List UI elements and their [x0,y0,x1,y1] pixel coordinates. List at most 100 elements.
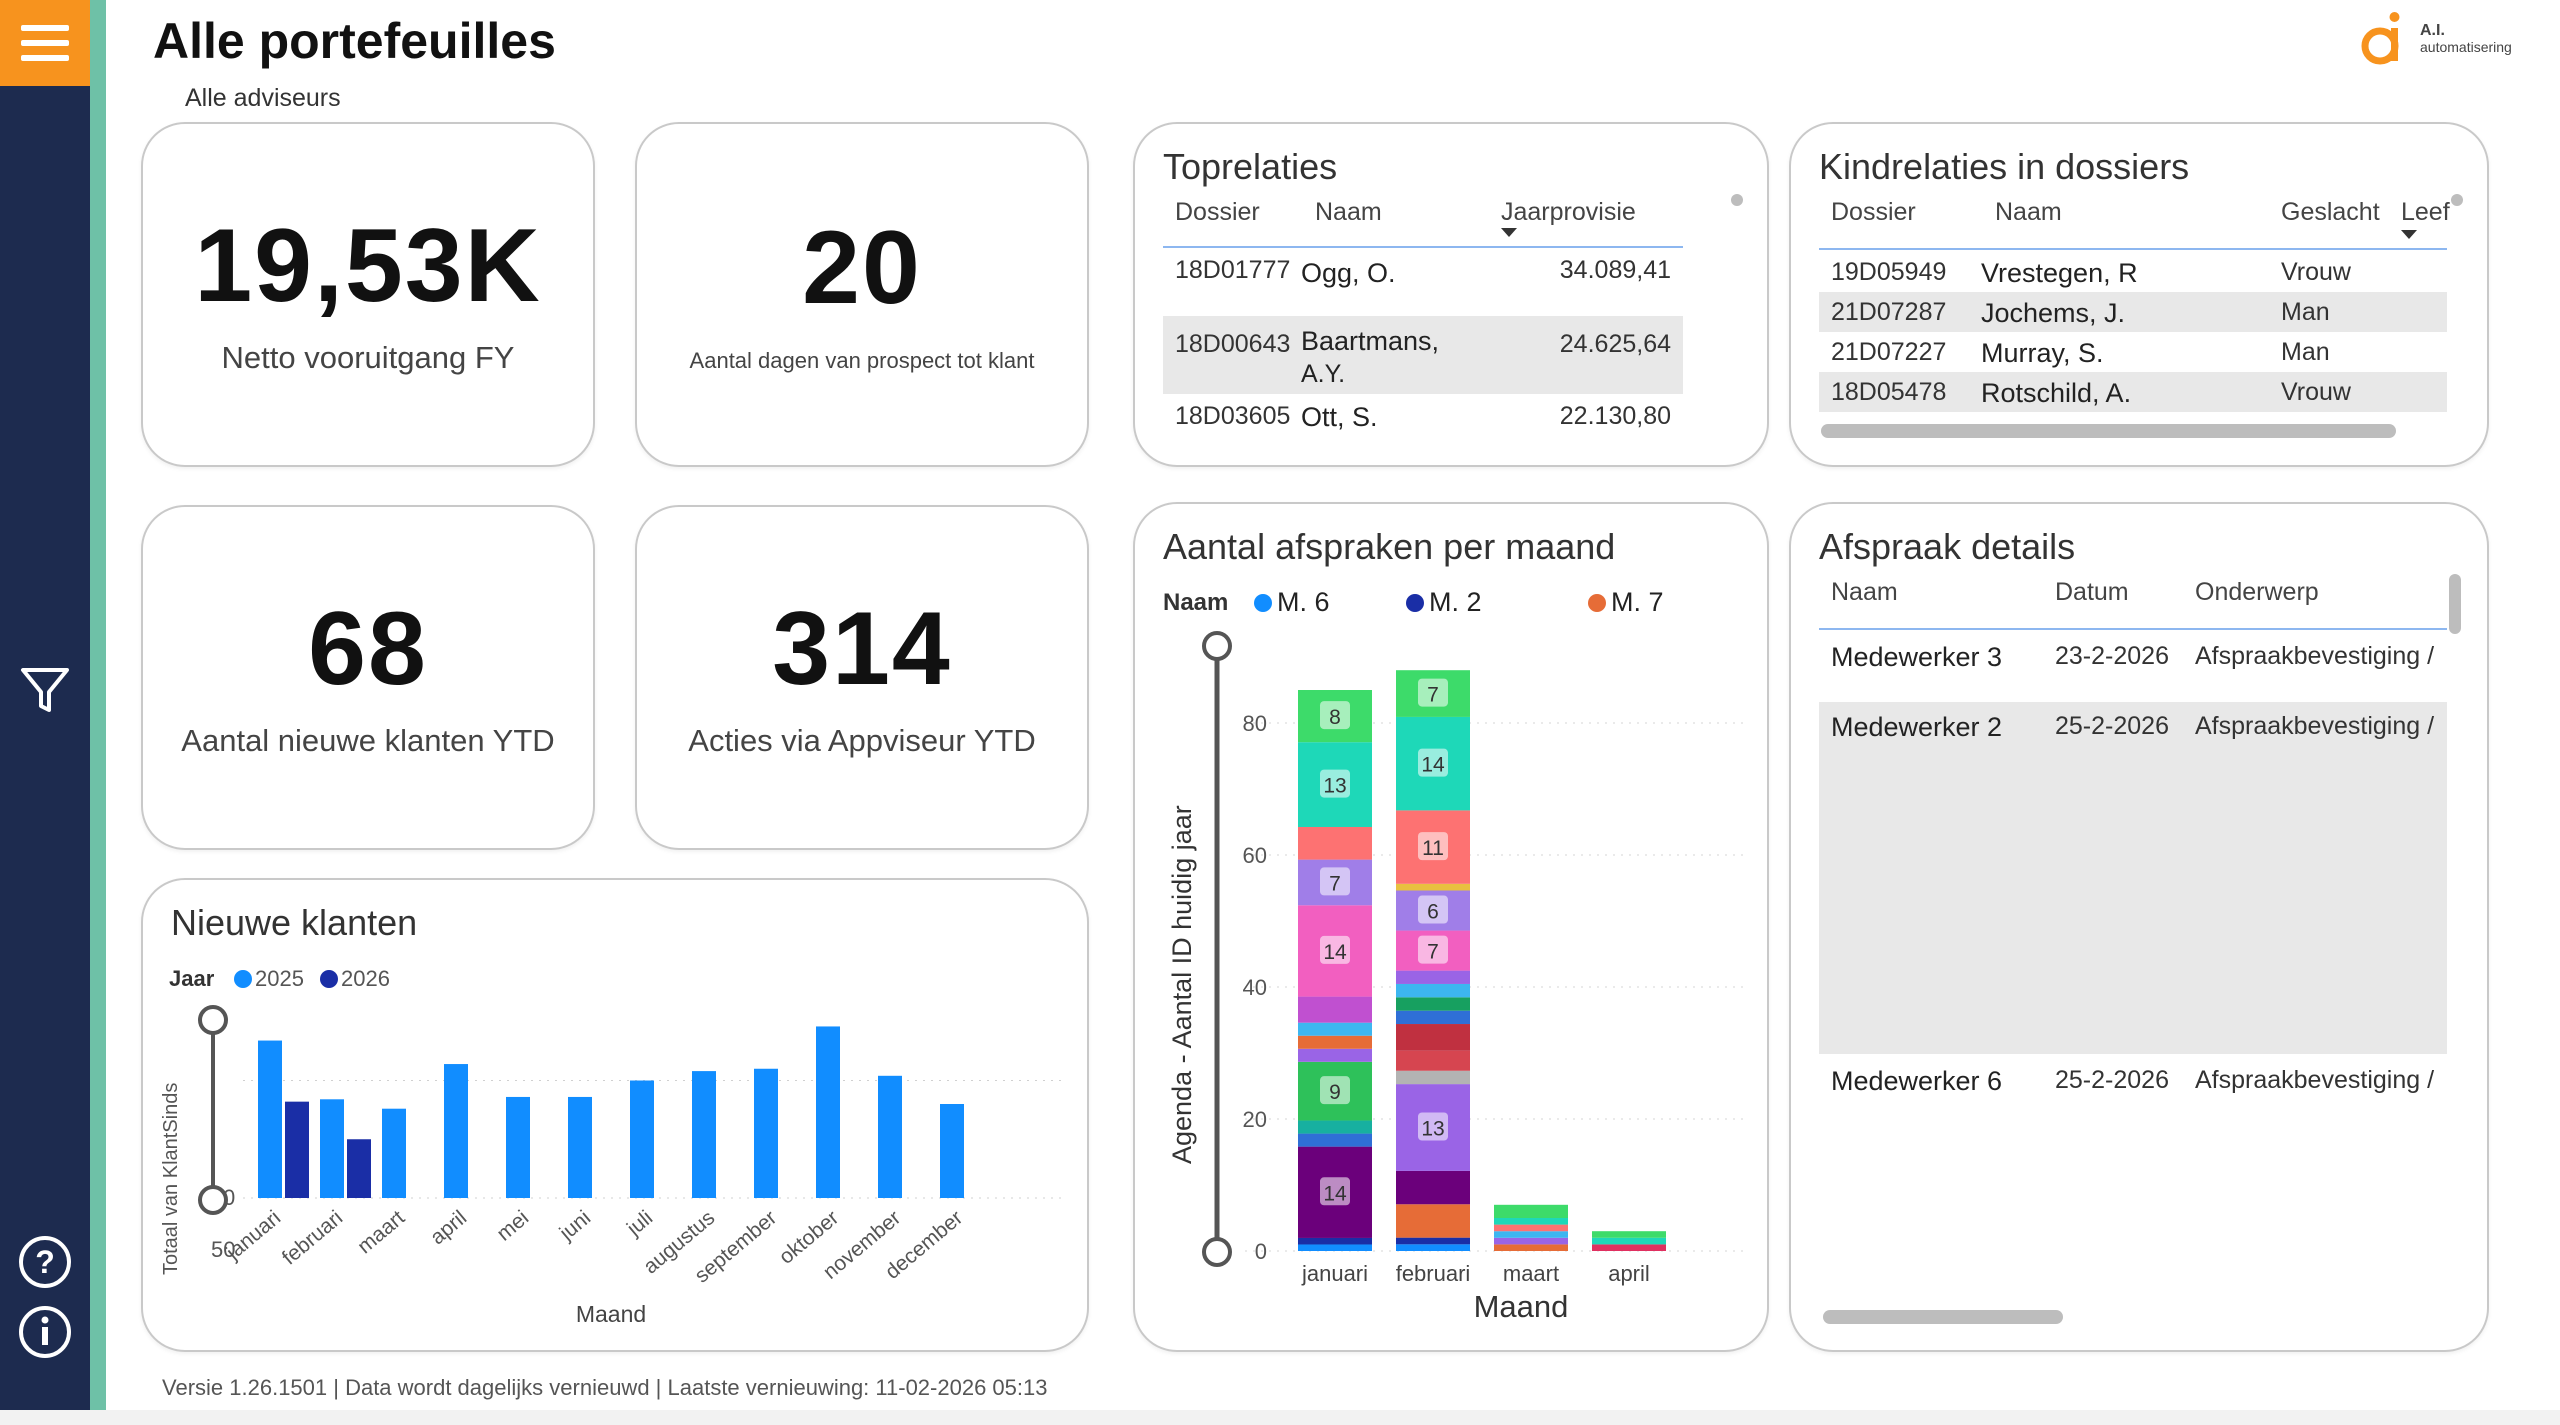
column-header-geslacht[interactable]: Geslacht [2281,198,2380,226]
table-row[interactable]: 18D00643 Baartmans, A.Y. 24.625,64 [1163,316,1683,394]
stack-segment-februari[interactable] [1396,1050,1470,1071]
bar-oktober-2025[interactable] [816,1026,840,1198]
bar-juni-2025[interactable] [568,1096,592,1198]
legend-label-2026[interactable]: 2026 [341,966,390,991]
logo-line-1: A.I. [2420,21,2445,39]
range-slider-handle-top[interactable] [1202,631,1232,661]
stack-segment-februari[interactable] [1396,997,1470,1011]
kpi-card-acties-appviseur[interactable]: 314 Acties via Appviseur YTD [635,505,1089,850]
column-header-dossier[interactable]: Dossier [1831,198,1916,226]
stack-segment-maart[interactable] [1494,1218,1568,1225]
bar-september-2025[interactable] [754,1068,778,1198]
hamburger-menu-icon[interactable] [0,0,90,86]
range-slider-handle-bottom[interactable] [198,1185,228,1215]
bar-augustus-2025[interactable] [692,1071,716,1198]
header-divider [1163,246,1683,248]
column-header-dossier[interactable]: Dossier [1175,198,1260,226]
legend-label-m7[interactable]: M. 7 [1611,587,1664,617]
bar-maart-2025[interactable] [382,1108,406,1198]
table-row[interactable]: 18D03605 Ott, S. 22.130,80 [1163,396,1683,444]
range-slider-handle-bottom[interactable] [1202,1237,1232,1267]
legend-dot-2026 [320,970,338,988]
column-header-onderwerp[interactable]: Onderwerp [2195,578,2319,606]
stack-segment-januari[interactable] [1298,996,1372,1023]
segment-label-bg [1320,867,1350,896]
stack-segment-januari[interactable] [1298,826,1372,860]
column-header-jaarprovisie[interactable]: Jaarprovisie [1501,198,1636,226]
stack-segment-februari[interactable] [1396,883,1470,891]
afspraak-details-card[interactable]: Afspraak details Naam Datum Onderwerp Me… [1789,502,2489,1352]
table-row[interactable]: 21D07227 Murray, S. Man [1819,332,2447,372]
stack-segment-januari[interactable] [1298,1237,1372,1245]
kpi-card-dagen-prospect[interactable]: 20 Aantal dagen van prospect tot klant [635,122,1089,467]
stack-segment-april[interactable] [1592,1231,1666,1238]
column-header-naam[interactable]: Naam [1315,198,1382,226]
stack-segment-april[interactable] [1592,1244,1666,1251]
kpi-card-nieuwe-klanten[interactable]: 68 Aantal nieuwe klanten YTD [141,505,595,850]
afspraken-per-maand-card[interactable]: Aantal afspraken per maand Naam M. 6 M. … [1133,502,1769,1352]
table-row[interactable]: 18D05478 Rotschild, A. Vrouw [1819,372,2447,412]
table-row[interactable]: Medewerker 2 25-2-2026 Afspraakbevestigi… [1819,702,2447,1054]
stack-segment-januari[interactable] [1298,1120,1372,1134]
bar-mei-2025[interactable] [506,1096,530,1198]
vertical-scrollbar[interactable] [2449,574,2461,634]
legend-label-2025[interactable]: 2025 [255,966,304,991]
bar-december-2025[interactable] [940,1104,964,1198]
bar-januari-2025[interactable] [258,1040,282,1198]
stack-segment-januari[interactable] [1298,1048,1372,1062]
column-header-datum[interactable]: Datum [2055,578,2129,606]
stack-segment-februari[interactable] [1396,1244,1470,1251]
stack-segment-februari[interactable] [1396,970,1470,984]
stack-segment-februari[interactable] [1396,1024,1470,1051]
stack-segment-maart[interactable] [1494,1237,1568,1245]
stack-segment-januari[interactable] [1298,1244,1372,1251]
table-row[interactable]: 19D05949 Vrestegen, R Vrouw [1819,252,2447,292]
stack-segment-februari[interactable] [1396,1070,1470,1085]
info-circle-icon[interactable] [15,1302,75,1362]
question-circle-icon[interactable]: ? [15,1232,75,1292]
segment-data-label: 7 [1427,684,1439,707]
legend-label-m6[interactable]: M. 6 [1277,587,1330,617]
range-slider-handle-top[interactable] [198,1005,228,1035]
table-row[interactable]: Medewerker 6 25-2-2026 Afspraakbevestigi… [1819,1056,2447,1116]
legend-label-m2[interactable]: M. 2 [1429,587,1482,617]
stack-segment-januari[interactable] [1298,1035,1372,1049]
stack-segment-januari[interactable] [1298,1022,1372,1036]
column-header-naam[interactable]: Naam [1831,578,1898,606]
stack-segment-februari[interactable] [1396,1170,1470,1205]
cell-onderwerp: Afspraakbevestiging / [2195,712,2435,740]
bar-februari-2025[interactable] [320,1099,344,1198]
bar-november-2025[interactable] [878,1075,902,1198]
stack-segment-maart[interactable] [1494,1224,1568,1232]
stack-segment-april[interactable] [1592,1237,1666,1245]
toprelaties-card[interactable]: Toprelaties Dossier Naam Jaarprovisie 18… [1133,122,1769,467]
column-header-naam[interactable]: Naam [1995,198,2062,226]
stack-segment-maart[interactable] [1494,1231,1568,1238]
sort-desc-icon[interactable] [2401,230,2417,239]
horizontal-scrollbar[interactable] [1821,424,2396,438]
sort-desc-icon[interactable] [1501,228,1517,237]
bar-juli-2025[interactable] [630,1080,654,1199]
stack-segment-januari[interactable] [1298,1133,1372,1147]
filter-icon[interactable] [15,660,75,720]
kpi-card-netto-vooruitgang[interactable]: 19,53K Netto vooruitgang FY [141,122,595,467]
stack-segment-februari[interactable] [1396,1204,1470,1238]
scroll-indicator[interactable] [1731,194,1743,206]
stack-segment-februari[interactable] [1396,983,1470,998]
table-row[interactable]: 18D01777 Ogg, O. 34.089,41 [1163,250,1683,316]
column-header-leeftijd[interactable]: Leef [2401,198,2450,226]
table-row[interactable]: 21D07287 Jochems, J. Man [1819,292,2447,332]
bar-februari-2026[interactable] [347,1139,371,1198]
bar-januari-2026[interactable] [285,1101,309,1198]
scroll-indicator[interactable] [2451,194,2463,206]
stack-segment-maart[interactable] [1494,1204,1568,1218]
stack-segment-februari[interactable] [1396,1237,1470,1245]
nieuwe-klanten-card[interactable]: Nieuwe klanten Jaar 2025 2026 Totaal van… [141,878,1089,1352]
stack-segment-maart[interactable] [1494,1244,1568,1251]
kindrelaties-card[interactable]: Kindrelaties in dossiers Dossier Naam Ge… [1789,122,2489,467]
table-row[interactable]: Medewerker 3 23-2-2026 Afspraakbevestigi… [1819,632,2447,702]
horizontal-scrollbar[interactable] [1823,1310,2063,1324]
bar-april-2025[interactable] [444,1064,468,1198]
stack-segment-februari[interactable] [1396,1010,1470,1025]
cell-dossier: 21D07227 [1831,338,1947,366]
